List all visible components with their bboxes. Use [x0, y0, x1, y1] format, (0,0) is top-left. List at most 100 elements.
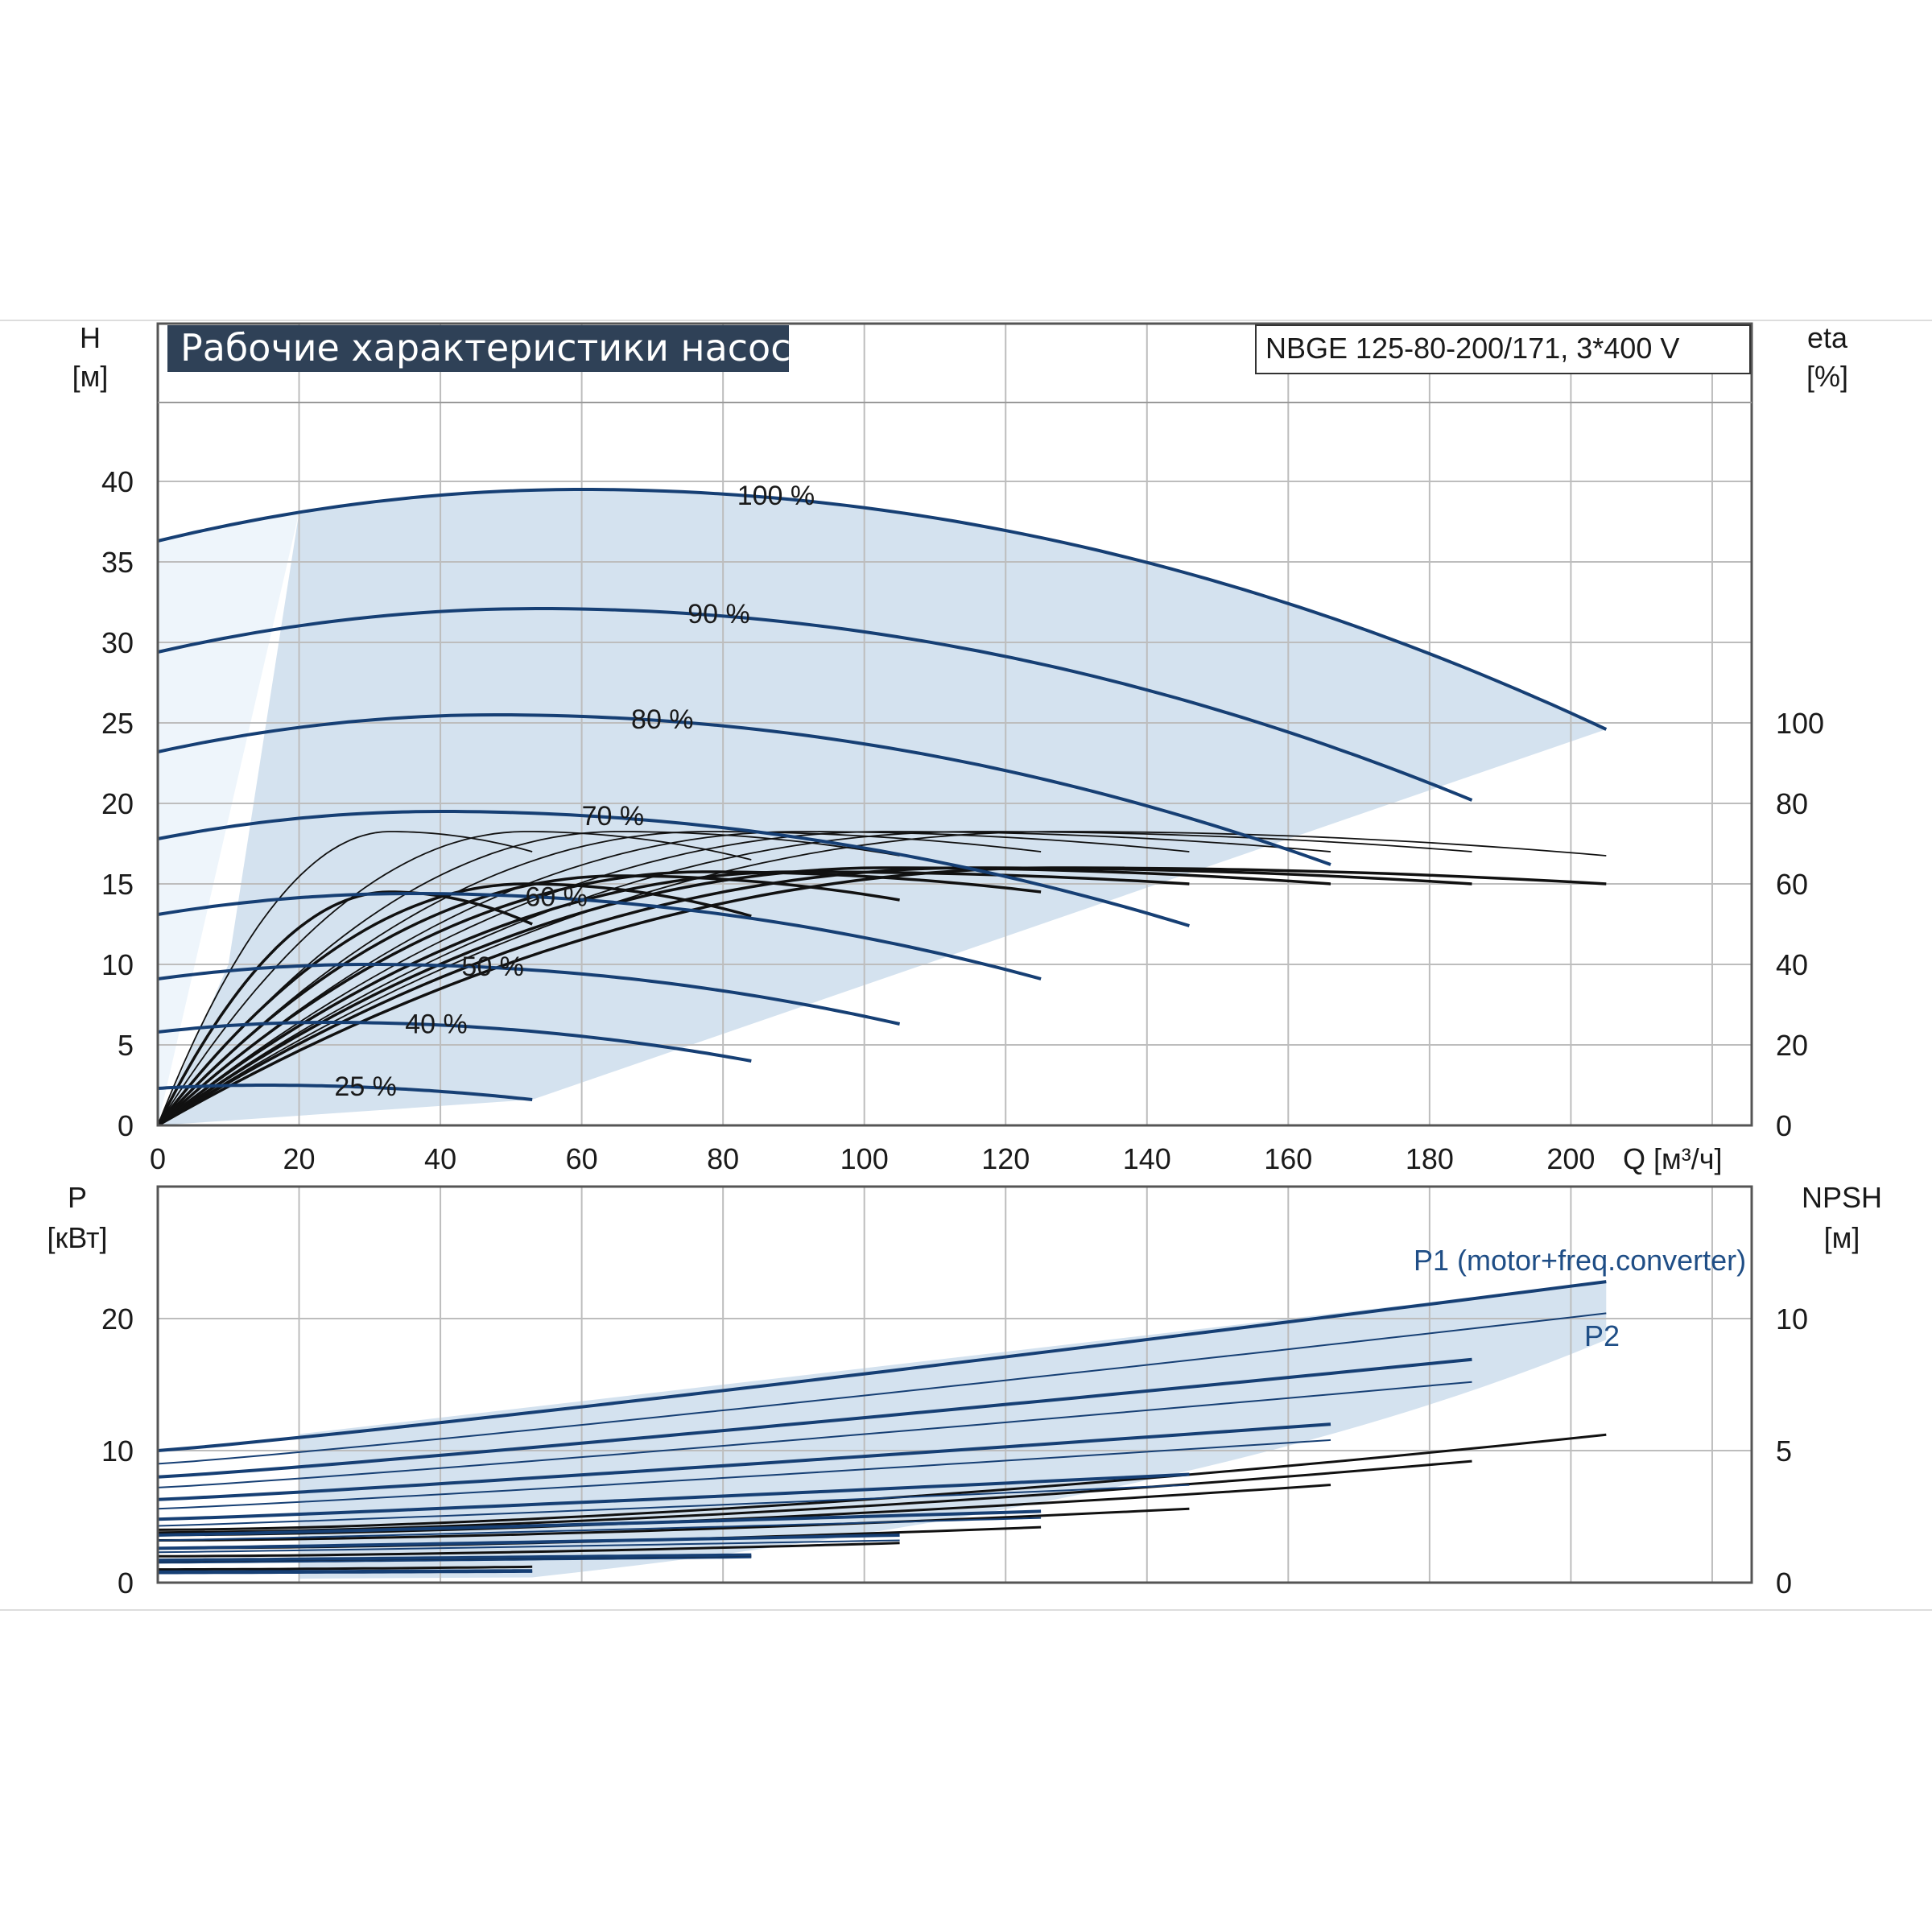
p2-curves [157, 1312, 1607, 1575]
efficiency-thin-curve [157, 831, 1607, 1126]
efficiency-curve [156, 890, 533, 1126]
p1-curve [158, 1569, 533, 1574]
y2-tick-label: 60 [1776, 868, 1808, 901]
x-tick-label: 60 [566, 1142, 598, 1175]
x-tick-label: 160 [1264, 1142, 1312, 1175]
efficiency-curve [156, 866, 1331, 1127]
y2-tick-label: 40 [1776, 948, 1808, 981]
head-curve [157, 713, 1331, 866]
y2-axis-label: eta [1807, 321, 1848, 354]
y-tick-label: 5 [118, 1029, 134, 1062]
x-tick-label: 180 [1406, 1142, 1454, 1175]
y-tick-label: 0 [118, 1109, 134, 1142]
y-tick-label: 20 [101, 787, 134, 820]
x-tick-label: 20 [283, 1142, 316, 1175]
head-curve [157, 607, 1473, 802]
head-curve [157, 892, 1042, 980]
power-tick-label: 0 [118, 1567, 134, 1600]
y2-tick-label: 100 [1776, 707, 1824, 740]
p1-curve [157, 1357, 1472, 1479]
p1-curve [157, 1472, 1190, 1521]
p1-curve [157, 1534, 900, 1550]
p2-curve [157, 1439, 1331, 1510]
speed-label: 90 % [687, 599, 750, 630]
head-curve [157, 810, 1190, 927]
npsh-curve [158, 1565, 533, 1571]
speed-label: 80 % [631, 704, 694, 735]
y-tick-label: 25 [101, 707, 134, 740]
head-curve [157, 488, 1608, 731]
y-tick-label: 40 [101, 465, 134, 498]
p1-curve [157, 1280, 1607, 1452]
efficiency-thin-curves [157, 831, 1607, 1126]
head-curve [157, 1084, 533, 1101]
head-curve [157, 1021, 752, 1063]
x-axis-label: Q [м³/ч] [1623, 1142, 1723, 1175]
x-tick-label: 80 [707, 1142, 739, 1175]
speed-label: 50 % [461, 952, 524, 982]
head-chart: 100 % 90 % 80 % 70 % 60 % 50 % 40 % 25 % 0 20 40 6… [72, 321, 1848, 1175]
light-operating-area [158, 512, 299, 1125]
p1-curve [157, 1553, 752, 1563]
power-y-tick-labels: 0 10 20 [101, 1302, 134, 1600]
power-chart: 0 10 20 0 5 10 P [кВт] NPSH [м] P1 (motor+fr… [47, 1181, 1882, 1600]
y2-tick-label: 20 [1776, 1029, 1808, 1062]
p2-curve [157, 1484, 1190, 1527]
npsh-tick-label: 10 [1776, 1302, 1808, 1335]
x-tick-label: 120 [981, 1142, 1030, 1175]
power-axis-unit: [кВт] [47, 1221, 107, 1254]
npsh-tick-label: 0 [1776, 1567, 1792, 1600]
npsh-curve [157, 1507, 1190, 1542]
p1-label: P1 (motor+freq.converter) [1414, 1244, 1746, 1277]
y-tick-label: 30 [101, 626, 134, 659]
x-tick-label: 100 [840, 1142, 889, 1175]
power-tick-label: 20 [101, 1302, 134, 1335]
efficiency-thin-curve [157, 831, 533, 1126]
speed-label: 100 % [737, 481, 815, 511]
x-tick-label: 40 [424, 1142, 456, 1175]
y2-tick-labels: 0 20 40 60 80 100 [1776, 707, 1824, 1142]
p2-curve [157, 1517, 1042, 1542]
efficiency-thin-curve [157, 831, 1190, 1126]
p1-curve [157, 1422, 1331, 1501]
npsh-tick-labels: 0 5 10 [1776, 1302, 1808, 1600]
title-banner [167, 325, 789, 372]
speed-label: 25 % [334, 1071, 397, 1102]
chart-title: Рабочие характеристики насоса [180, 326, 814, 369]
p2-curve [157, 1381, 1472, 1488]
y2-tick-label: 80 [1776, 787, 1808, 820]
efficiency-curve [157, 866, 1472, 1127]
efficiency-thin-curve [157, 831, 1042, 1126]
power-axis-label: P [68, 1181, 87, 1214]
power-plot-frame [156, 1185, 1753, 1584]
efficiency-thin-curve [157, 831, 1331, 1126]
x-tick-labels: 0 20 40 60 80 100 120 140 160 180 200 [150, 1142, 1595, 1175]
y-axis-unit: [м] [72, 360, 109, 393]
p2-label: P2 [1584, 1319, 1620, 1352]
x-tick-label: 200 [1546, 1142, 1595, 1175]
model-label: NBGE 125-80-200/171, 3*400 V [1265, 332, 1679, 365]
npsh-axis-label: NPSH [1802, 1181, 1882, 1214]
y2-axis-unit: [%] [1806, 360, 1848, 393]
npsh-curve [158, 1542, 900, 1558]
p2-curve [157, 1312, 1607, 1465]
y-tick-label: 10 [101, 948, 134, 981]
p2-curve [157, 1539, 900, 1554]
x-tick-label: 0 [150, 1142, 166, 1175]
p1-curve [157, 1509, 1042, 1537]
power-operating-area [299, 1282, 1607, 1579]
y-tick-label: 35 [101, 546, 134, 579]
head-plot-frame [156, 322, 1753, 1127]
speed-label: 40 % [405, 1009, 468, 1040]
efficiency-thin-curve [157, 831, 752, 1126]
x-tick-label: 140 [1123, 1142, 1171, 1175]
efficiency-curve [156, 870, 1042, 1127]
operating-area [158, 489, 1607, 1125]
speed-label: 60 % [525, 881, 588, 912]
efficiency-curve [156, 870, 1190, 1127]
speed-labels: 100 % 90 % 80 % 70 % 60 % 50 % 40 % 25 % [334, 481, 815, 1102]
npsh-tick-label: 5 [1776, 1435, 1792, 1468]
y-axis-label: H [80, 321, 101, 354]
y-tick-labels: 0 5 10 15 20 25 30 35 40 [101, 465, 134, 1142]
